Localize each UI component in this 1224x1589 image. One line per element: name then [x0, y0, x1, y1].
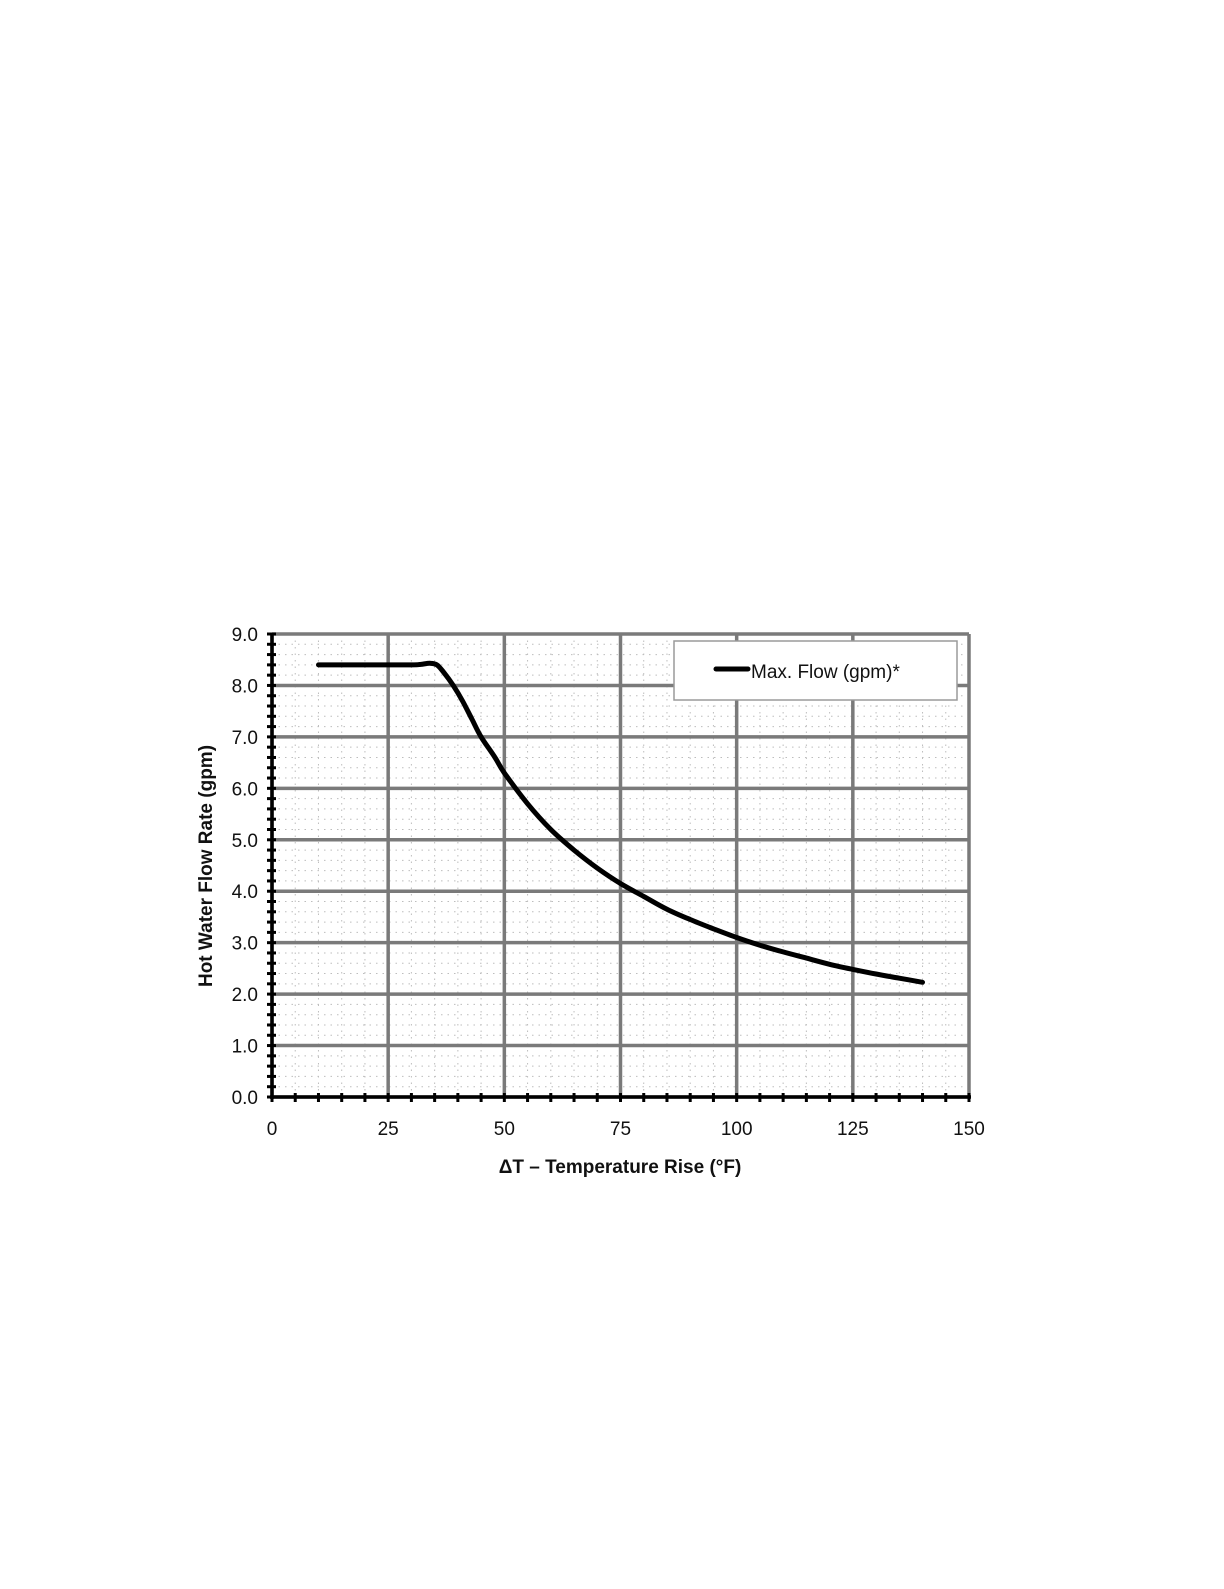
y-tick-label: 5.0	[232, 831, 258, 852]
major-grid	[270, 632, 971, 1099]
y-tick-label: 2.0	[232, 985, 258, 1006]
y-tick-label: 1.0	[232, 1037, 258, 1058]
y-axis-tick-labels: 0.0 1.0 2.0 3.0 4.0 5.0 6.0 7.0 8.0 9.0	[232, 625, 258, 1109]
legend-label: Max. Flow (gpm)*	[751, 662, 900, 683]
x-tick-label: 25	[378, 1119, 399, 1140]
y-tick-label: 6.0	[232, 779, 258, 800]
x-tick-label: 50	[494, 1119, 515, 1140]
x-tick-label: 150	[953, 1119, 985, 1140]
x-tick-label: 125	[837, 1119, 869, 1140]
y-tick-label: 4.0	[232, 882, 258, 903]
series-line-max-flow	[316, 660, 925, 985]
x-axis-title: ΔT – Temperature Rise (°F)	[499, 1157, 742, 1178]
axis-minor-ticks	[267, 632, 971, 1102]
y-tick-label: 3.0	[232, 934, 258, 955]
x-tick-label: 75	[610, 1119, 631, 1140]
x-axis-tick-labels: 0 25 50 75 100 125 150	[267, 1119, 985, 1140]
y-tick-label: 8.0	[232, 676, 258, 697]
series-layer	[316, 660, 925, 985]
y-axis-title: Hot Water Flow Rate (gpm)	[196, 745, 217, 987]
x-tick-label: 100	[721, 1119, 753, 1140]
x-tick-label: 0	[267, 1119, 278, 1140]
y-tick-label: 9.0	[232, 625, 258, 646]
legend: Max. Flow (gpm)*	[673, 640, 958, 701]
y-tick-label: 0.0	[232, 1088, 258, 1109]
y-tick-label: 7.0	[232, 728, 258, 749]
